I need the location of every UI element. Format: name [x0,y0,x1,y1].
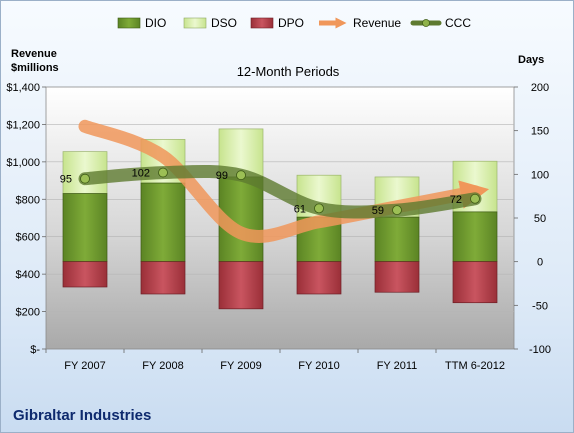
y-right-tick-label: 150 [531,126,549,138]
y-left-tick-label: $1,200 [6,119,40,131]
x-tick-label: FY 2011 [377,360,418,372]
chart-title: 12-Month Periods [237,64,340,79]
y-left-tick-label: $1,000 [6,157,40,169]
y-right-tick-label: 100 [531,169,549,181]
x-tick-label: FY 2007 [64,360,105,372]
y-right-tick-label: -50 [532,300,548,312]
y-left-tick-label: $200 [16,307,40,319]
ccc-data-label: 95 [60,174,72,186]
x-tick-label: FY 2008 [142,360,183,372]
x-tick-label: FY 2009 [220,360,261,372]
legend-label-dio: DIO [145,16,166,30]
company-name: Gibraltar Industries [13,407,151,424]
legend-swatch-dpo [250,17,274,29]
bar-dpo [218,261,264,310]
ccc-data-label: 99 [216,170,228,182]
bar-dio [374,216,420,263]
bar-dpo [62,261,108,288]
y-left-tick-label: $800 [16,194,40,206]
y-left-axis-title-line2: $millions [11,62,59,74]
bar-dpo [452,261,498,304]
legend-swatch-dio [117,17,141,29]
legend-label-dso: DSO [211,16,237,30]
ccc-data-label: 59 [372,205,384,217]
y-right-tick-label: 0 [537,257,543,269]
x-tick-label: TTM 6-2012 [445,360,505,372]
bar-dio [140,182,186,263]
bar-dio [452,211,498,263]
legend-ccc-marker [422,19,430,27]
ccc-point [314,203,324,214]
ccc-data-label: 72 [450,194,462,206]
y-right-tick-label: 200 [531,82,549,94]
y-right-axis-title: Days [518,54,544,66]
y-left-axis-title-line1: Revenue [11,48,57,60]
y-right-tick-label: 50 [534,213,546,225]
y-left-tick-label: $- [30,344,40,356]
bar-dpo [374,261,420,293]
ccc-data-label: 102 [132,168,150,180]
x-tick-label: FY 2010 [298,360,339,372]
legend-label-dpo: DPO [278,16,304,30]
ccc-point [470,193,480,204]
y-left-tick-label: $1,400 [6,82,40,94]
ccc-point [392,205,402,216]
ccc-line [78,164,482,219]
ccc-point [158,167,168,178]
ccc-point [236,170,246,181]
y-left-tick-label: $600 [16,232,40,244]
bar-dpo [296,261,342,295]
legend-swatch-dso [183,17,207,29]
plot-area [45,86,515,350]
bar-dio [62,193,108,263]
ccc-data-label: 61 [294,203,306,215]
y-right-tick-label: -100 [529,344,551,356]
legend-label-revenue: Revenue [353,16,401,30]
ccc-point [80,173,90,184]
legend: DIO DSO DPO Revenue CCC [117,16,471,30]
lines: 95 102 99 61 59 72 [60,119,490,243]
y-left-tick-label: $400 [16,269,40,281]
legend-label-ccc: CCC [445,16,471,30]
axes: $- $200 $400 $600 $800 $1,000 $1,200 $1,400 -100… [6,82,551,372]
bar-dpo [140,261,186,295]
